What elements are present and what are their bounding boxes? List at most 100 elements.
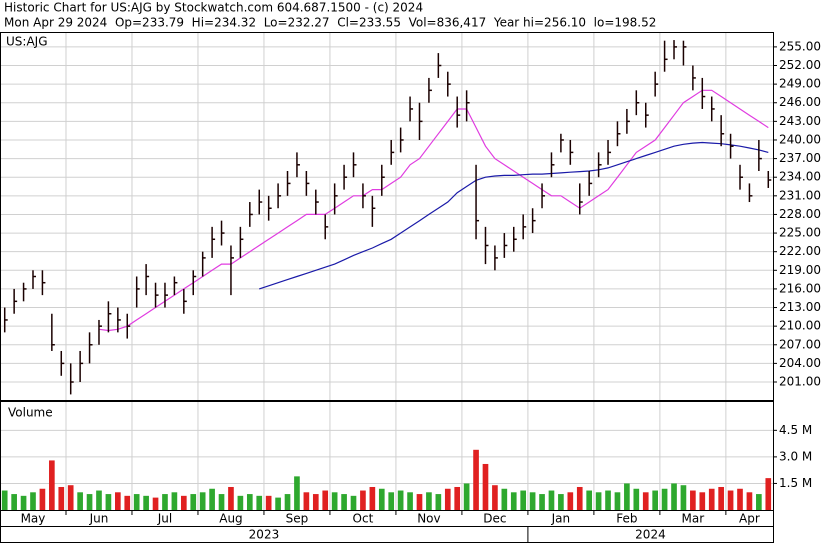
volume-bar: [11, 494, 17, 510]
volume-bar: [162, 494, 168, 510]
y-tick-label: 222.00: [779, 244, 821, 258]
volume-bar: [58, 486, 65, 510]
y-tick-label: 243.00: [779, 114, 821, 128]
volume-bar: [624, 483, 630, 510]
price-panel: [0, 32, 774, 401]
x-tick-label: May: [21, 512, 46, 526]
y-tick-label: 252.00: [779, 58, 821, 72]
volume-bar: [322, 490, 329, 510]
y-tick-label: 216.00: [779, 281, 821, 295]
volume-bar: [133, 494, 140, 510]
y-tick-label: 3.0 M: [779, 449, 812, 463]
volume-bar: [473, 449, 479, 510]
volume-bar: [416, 494, 423, 510]
volume-bar: [690, 490, 696, 510]
y-tick-label: 237.00: [779, 151, 821, 165]
symbol-label: US:AJG: [6, 35, 48, 49]
y-tick-label: 4.5 M: [779, 423, 812, 437]
y-tick-label: 249.00: [779, 77, 821, 91]
volume-bar: [190, 494, 197, 510]
moving-average: [98, 89, 769, 332]
volume-bar: [765, 478, 772, 510]
header-line: Historic Chart for US:AJG by Stockwatch.…: [4, 1, 423, 15]
moving-average: [259, 141, 769, 290]
volume-bar: [124, 495, 131, 510]
x-tick-label: Jul: [157, 512, 172, 526]
y-tick-label: 225.00: [779, 226, 821, 240]
x-tick-label: Jun: [89, 512, 109, 526]
volume-bar: [605, 490, 611, 510]
volume-bar: [275, 497, 281, 510]
volume-bar: [237, 495, 244, 510]
volume-bar: [529, 492, 536, 510]
volume-bar: [360, 490, 366, 510]
x-tick-label: Sep: [286, 512, 309, 526]
volume-bar: [756, 494, 762, 510]
y-tick-label: 219.00: [779, 263, 821, 277]
volume-bar: [501, 488, 508, 510]
y-tick-label: 246.00: [779, 95, 821, 109]
volume-bar: [228, 486, 234, 510]
x-tick-label: Jan: [551, 512, 571, 526]
volume-bar: [407, 492, 413, 510]
volume-bar: [67, 485, 74, 510]
volume-bar: [576, 486, 583, 510]
volume-bar: [426, 492, 432, 510]
y-tick-label: 231.00: [779, 188, 821, 202]
volume-bar: [548, 490, 555, 510]
volume-bar: [284, 494, 291, 510]
volume-bar: [482, 463, 489, 510]
volume-bar: [680, 485, 687, 510]
volume-bar: [115, 492, 121, 510]
volume-bar: [444, 488, 451, 510]
volume-bar: [209, 488, 215, 510]
volume-bar: [435, 494, 442, 510]
volume-bar: [614, 492, 621, 510]
volume-bar: [30, 492, 36, 510]
volume-bar: [397, 490, 404, 510]
volume-bar: [520, 490, 527, 510]
x-tick-label: Apr: [739, 512, 760, 526]
volume-bar: [312, 494, 319, 510]
volume-bar: [265, 495, 272, 510]
volume-bar: [586, 490, 593, 510]
y-tick-label: 1.5 M: [779, 476, 812, 490]
year-label: 2024: [635, 528, 666, 542]
volume-bar: [567, 492, 574, 510]
volume-bar: [218, 494, 225, 510]
volume-bar: [510, 492, 517, 510]
x-tick-label: Dec: [483, 512, 506, 526]
volume-bar: [341, 494, 347, 510]
volume-bar: [737, 488, 743, 510]
year-label: 2023: [249, 528, 280, 542]
volume-bar: [152, 497, 159, 510]
volume-bar: [727, 490, 734, 510]
volume-bar: [96, 490, 102, 510]
volume-bar: [661, 488, 668, 510]
volume-bar: [77, 492, 83, 510]
volume-bar: [595, 492, 602, 510]
y-tick-label: 207.00: [779, 337, 821, 351]
volume-bar: [294, 476, 300, 510]
volume-bar: [1, 490, 8, 510]
x-tick-label: Oct: [353, 512, 374, 526]
volume-bar: [642, 492, 649, 510]
volume-bar: [699, 492, 706, 510]
volume-bar: [331, 492, 338, 510]
volume-label: Volume: [8, 406, 53, 420]
volume-bar: [199, 492, 206, 510]
y-tick-label: 240.00: [779, 132, 821, 146]
volume-bar: [49, 460, 55, 510]
volume-bar: [303, 492, 310, 510]
x-tick-label: Mar: [682, 512, 705, 526]
x-tick-label: Aug: [219, 512, 242, 526]
volume-bar: [671, 483, 677, 510]
y-tick-label: 255.00: [779, 39, 821, 53]
volume-bar: [369, 486, 376, 510]
volume-bar: [492, 485, 498, 510]
y-tick-label: 213.00: [779, 300, 821, 314]
volume-bar: [86, 494, 93, 510]
volume-bar: [652, 490, 658, 510]
